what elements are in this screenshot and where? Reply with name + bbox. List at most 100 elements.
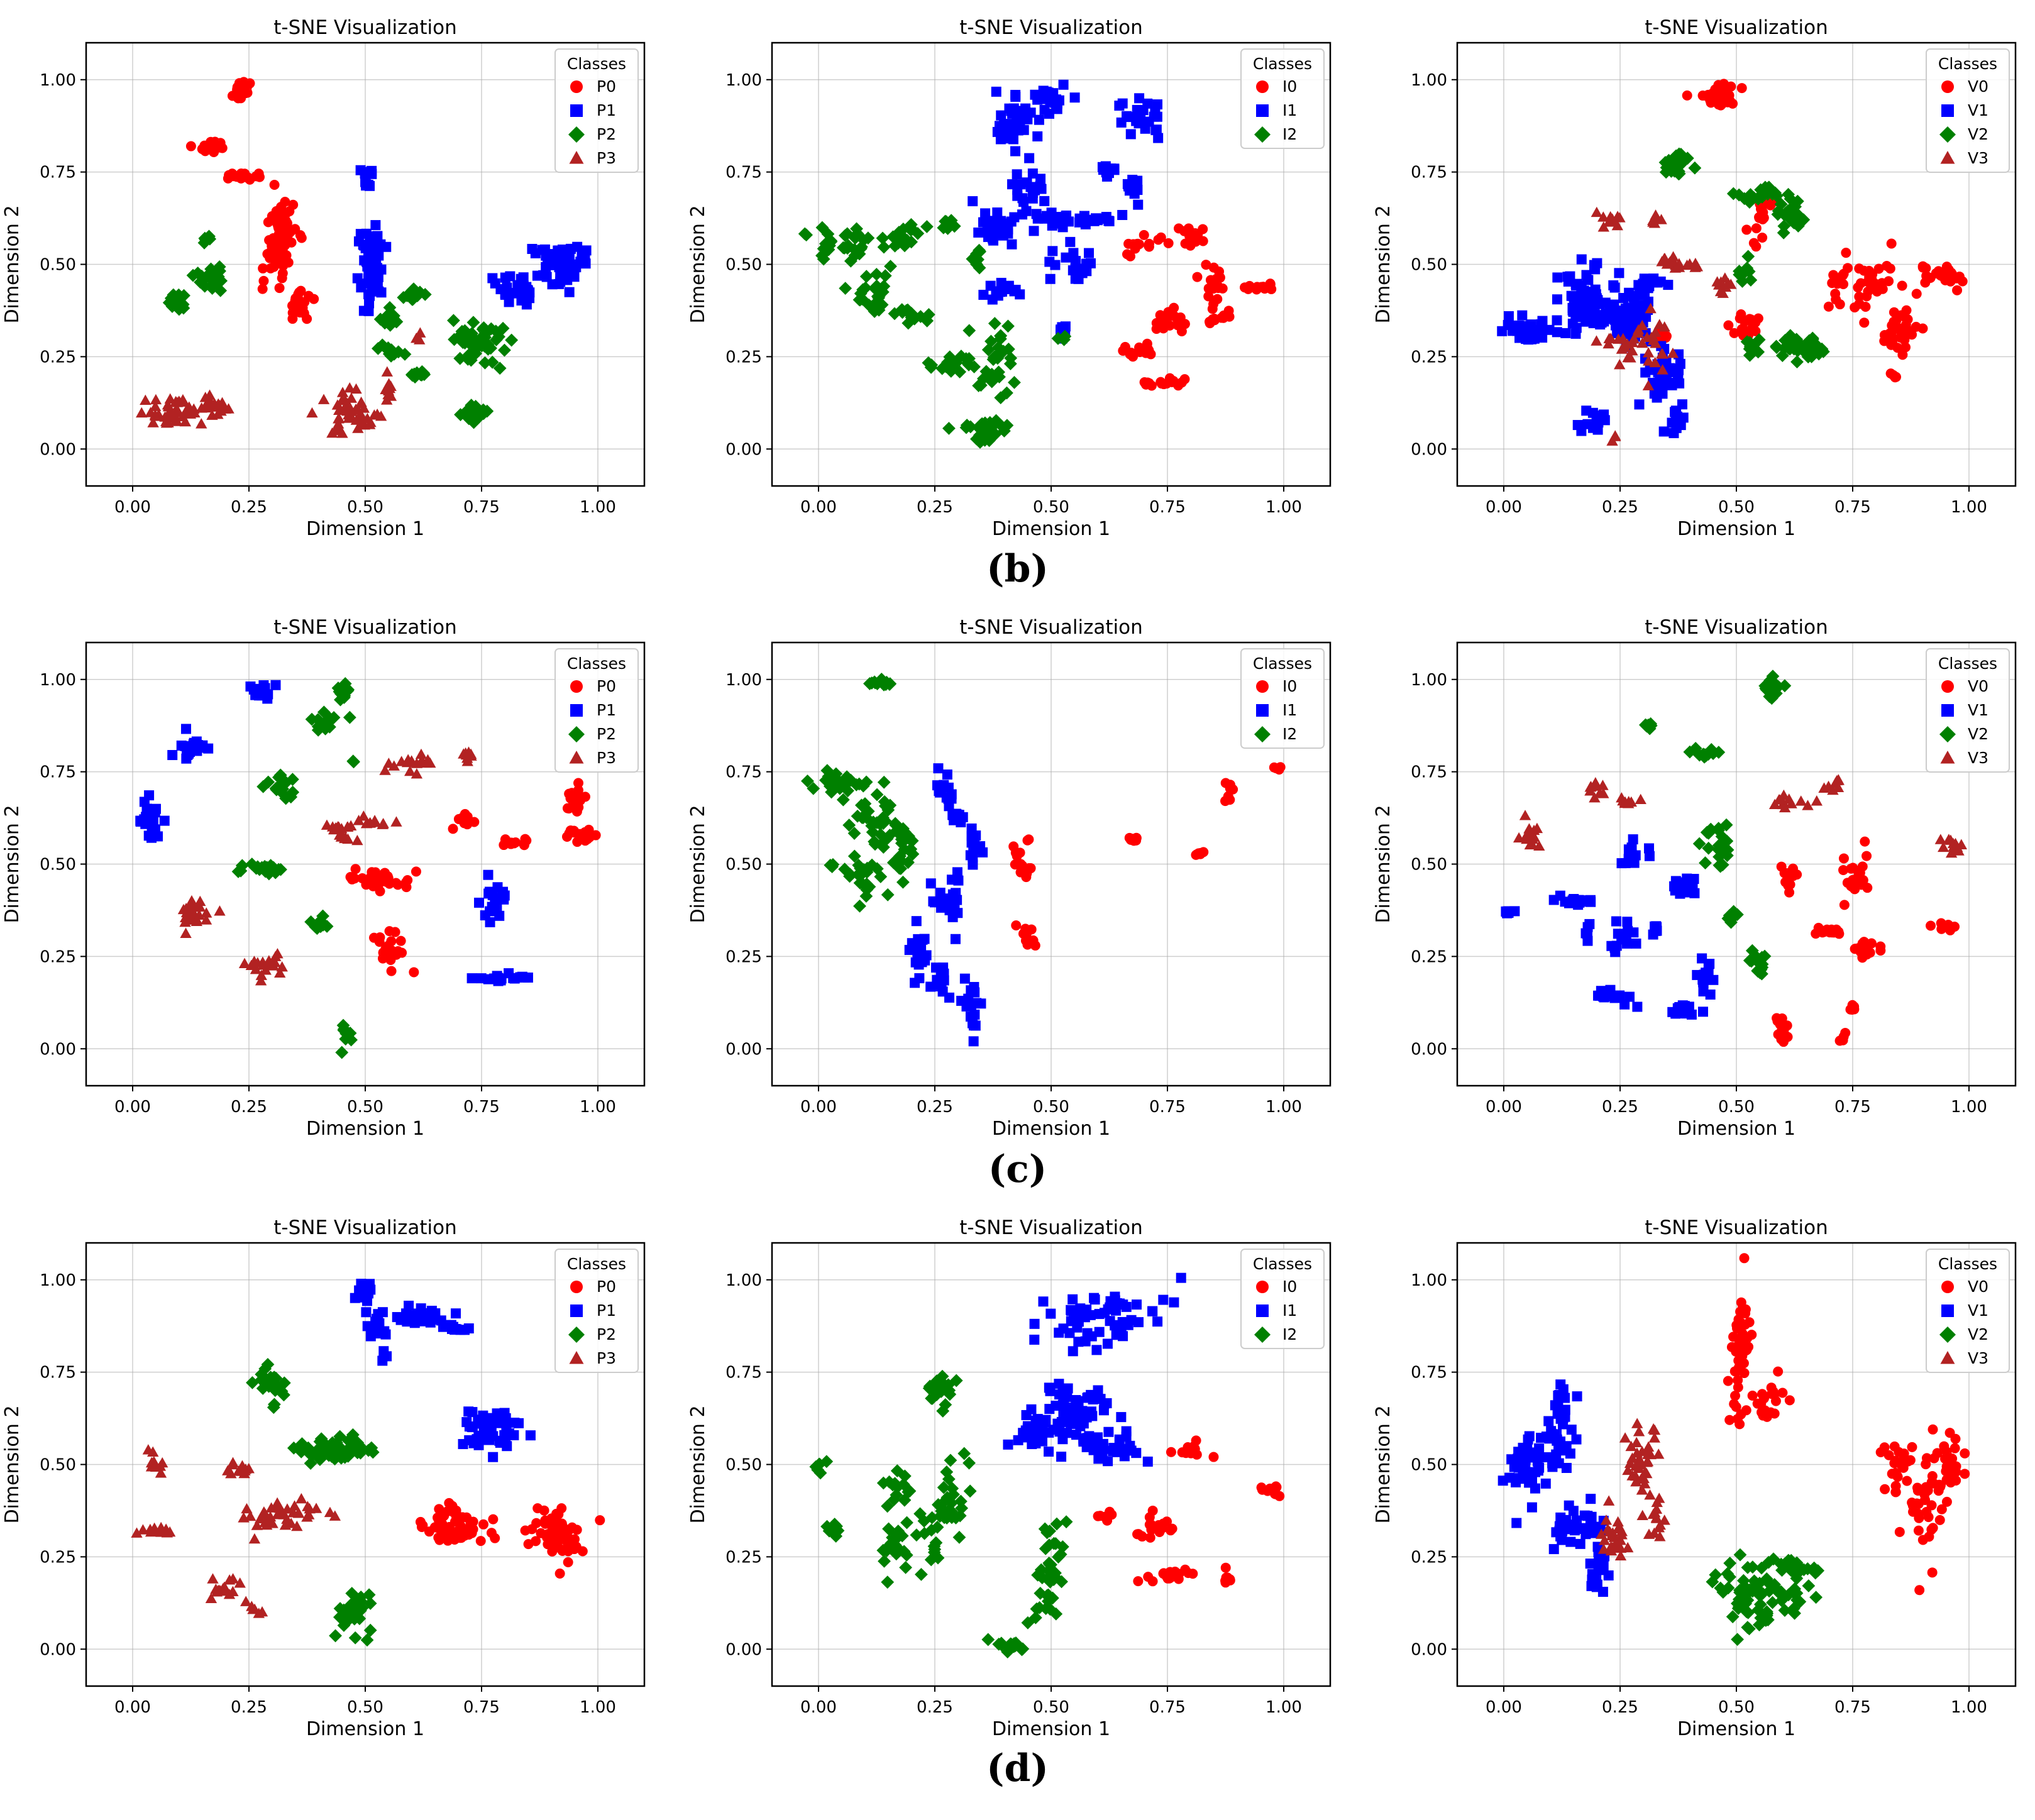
legend-title: Classes: [1253, 1255, 1312, 1273]
point-P0: [573, 802, 584, 813]
point-I0: [1210, 315, 1220, 326]
point-P0: [551, 1541, 561, 1552]
point-V2: [1743, 954, 1756, 968]
point-V1: [1536, 1433, 1547, 1443]
point-V0: [1952, 285, 1963, 295]
point-P0: [411, 866, 421, 877]
point-I1: [1024, 153, 1035, 163]
point-P0: [478, 1519, 488, 1530]
point-P2: [267, 1401, 280, 1415]
point-P2: [341, 1434, 355, 1448]
point-I2: [920, 220, 934, 233]
point-P3: [245, 1510, 256, 1521]
point-V1: [1658, 426, 1669, 437]
legend-marker-V2: [1939, 126, 1956, 143]
chart-title: t-SNE Visualization: [959, 16, 1142, 39]
point-I0: [1126, 347, 1137, 358]
point-I1: [939, 975, 949, 986]
point-I2: [877, 240, 891, 254]
chart-title: t-SNE Visualization: [273, 616, 456, 639]
point-I1: [982, 226, 993, 237]
point-V1: [1521, 334, 1531, 345]
point-V2: [1667, 164, 1681, 178]
point-V3: [1625, 1440, 1637, 1452]
chart-title: t-SNE Visualization: [1645, 616, 1828, 639]
x-axis-label: Dimension 1: [306, 518, 424, 540]
point-P1: [416, 1303, 426, 1314]
point-V1: [1599, 992, 1609, 1003]
point-I1: [911, 916, 922, 927]
point-P1: [472, 1434, 482, 1445]
point-I1: [1105, 1316, 1115, 1326]
point-I2: [944, 1453, 957, 1467]
point-V3: [1591, 335, 1602, 346]
series-P0: [185, 77, 319, 324]
point-I1: [1121, 1426, 1132, 1437]
point-V3: [1631, 1460, 1644, 1471]
series-I0: [1093, 1435, 1285, 1588]
point-V3: [1606, 435, 1618, 446]
chart-title: t-SNE Visualization: [1645, 1216, 1828, 1239]
point-I2: [886, 230, 900, 244]
point-P1: [494, 910, 505, 921]
point-P0: [572, 837, 583, 847]
point-I1: [1057, 1434, 1068, 1445]
point-I1: [933, 763, 944, 774]
point-V0: [1841, 248, 1851, 258]
point-P0: [415, 1516, 426, 1527]
point-I1: [1060, 1391, 1071, 1401]
point-I0: [1208, 299, 1219, 309]
point-P1: [547, 279, 558, 290]
legend-label-P1: P1: [597, 701, 616, 719]
point-I0: [1205, 275, 1216, 285]
point-I2: [847, 849, 861, 863]
point-I1: [1021, 1409, 1032, 1420]
chart-title: t-SNE Visualization: [959, 1216, 1142, 1239]
point-I2: [866, 825, 880, 839]
point-V3: [1651, 1513, 1663, 1523]
point-V3: [1526, 833, 1539, 844]
point-P2: [272, 1380, 285, 1394]
point-V1: [1587, 407, 1598, 418]
point-P0: [365, 873, 375, 884]
point-I0: [1133, 1576, 1144, 1587]
point-P3: [215, 405, 227, 416]
x-tick-label: 0.25: [231, 1098, 267, 1117]
point-V0: [1899, 1448, 1909, 1459]
point-P2: [339, 1027, 353, 1040]
legend-marker-V1: [1941, 1304, 1954, 1317]
point-I1: [968, 859, 978, 870]
point-V2: [1743, 1622, 1756, 1636]
point-I2: [880, 1544, 894, 1557]
scatter-points: [798, 79, 1277, 449]
point-V2: [1772, 204, 1785, 218]
point-V3: [1614, 212, 1626, 223]
point-P0: [277, 268, 288, 279]
series-P1: [350, 1279, 536, 1462]
point-V2: [1768, 1578, 1782, 1591]
point-P1: [504, 968, 514, 979]
point-P3: [390, 816, 402, 827]
point-V3: [1633, 1426, 1645, 1437]
point-P0: [385, 955, 396, 966]
point-V1: [1575, 1538, 1586, 1549]
point-V1: [1560, 1393, 1570, 1403]
point-I2: [959, 421, 973, 434]
point-V3: [1779, 802, 1791, 813]
point-V3: [1633, 1453, 1645, 1464]
series-I2: [809, 1369, 1073, 1658]
tsne-chart-b1: 0.00 0.25 0.50 0.75 1.000.000.250.500.751.00…: [1, 16, 646, 540]
point-I2: [878, 1554, 891, 1568]
point-P0: [446, 1528, 456, 1538]
point-I1: [1057, 322, 1067, 333]
point-V0: [1860, 836, 1870, 847]
x-tick-label: 0.50: [347, 1698, 383, 1717]
point-I1: [1044, 1447, 1054, 1457]
point-I1: [1068, 248, 1079, 258]
point-V0: [1731, 1401, 1741, 1412]
point-I2: [1044, 1602, 1057, 1616]
point-P2: [453, 351, 467, 365]
point-I1: [1069, 92, 1080, 103]
point-V0: [1682, 90, 1692, 101]
